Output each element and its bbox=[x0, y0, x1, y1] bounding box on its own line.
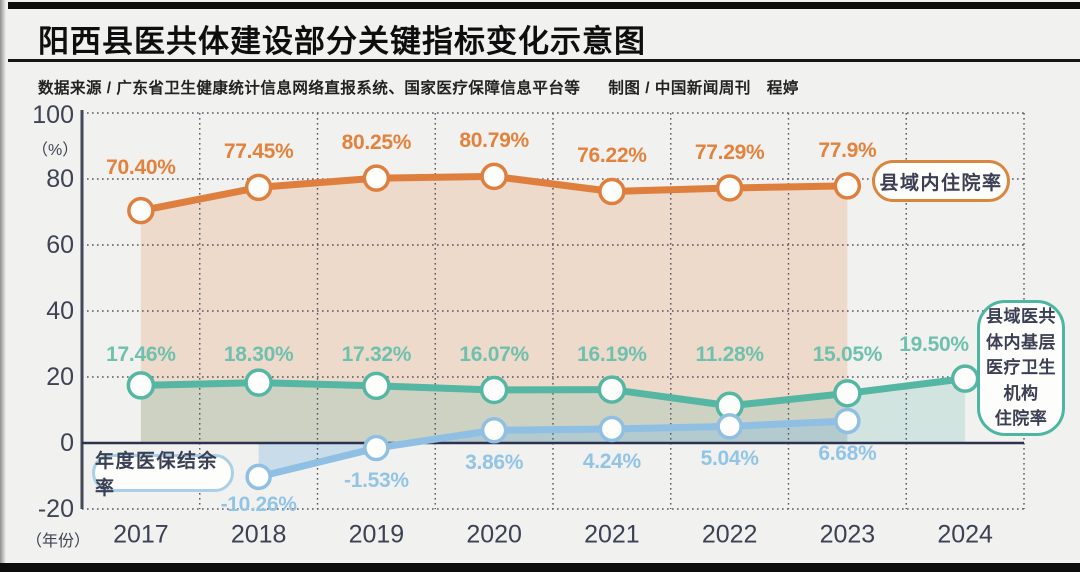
value-label: 4.24% bbox=[582, 450, 641, 473]
value-label: 17.46% bbox=[106, 343, 176, 366]
value-label: 19.50% bbox=[899, 333, 969, 356]
y-tick-label: 80 bbox=[46, 165, 74, 193]
value-label: 80.25% bbox=[341, 131, 412, 155]
legend-label: 县域内住院率 bbox=[879, 172, 1003, 194]
data-point-marker bbox=[480, 417, 508, 444]
y-tick-label: 20 bbox=[46, 363, 74, 391]
x-tick-label: 2021 bbox=[584, 520, 640, 549]
value-label: 77.45% bbox=[223, 140, 294, 164]
credit-text: 制图 / 中国新闻周刊 程婷 bbox=[608, 80, 799, 97]
x-tick-label: 2018 bbox=[230, 520, 287, 549]
value-label: 15.05% bbox=[812, 343, 883, 366]
x-tick-label: 2022 bbox=[701, 520, 758, 549]
data-point-marker bbox=[950, 364, 980, 393]
x-tick-label: 2020 bbox=[466, 520, 522, 549]
legend-county-hospitalization-rate: 县域内住院率 bbox=[872, 160, 1010, 202]
data-point-marker bbox=[598, 415, 626, 443]
data-point-marker bbox=[480, 162, 508, 191]
data-point-marker bbox=[362, 371, 391, 401]
legend-grassroots-hospitalization-rate: 县域医共体内基层医疗卫生机构住院率 bbox=[977, 300, 1065, 436]
value-label: 77.9% bbox=[818, 138, 877, 162]
data-point-marker bbox=[834, 407, 861, 435]
value-label: 18.30% bbox=[223, 343, 294, 366]
value-label: -10.26% bbox=[220, 492, 297, 516]
value-label: 80.79% bbox=[459, 129, 529, 153]
value-label: 77.29% bbox=[694, 140, 765, 164]
value-label: 3.86% bbox=[465, 451, 524, 475]
data-point-marker bbox=[362, 164, 391, 192]
x-tick-label: 2023 bbox=[819, 520, 876, 549]
value-label: -1.53% bbox=[344, 469, 409, 493]
legend-label-line: 医疗卫生 bbox=[986, 358, 1056, 378]
x-tick-label: 2017 bbox=[113, 520, 169, 549]
data-point-marker bbox=[597, 375, 627, 404]
y-tick-label: 60 bbox=[46, 231, 74, 259]
y-axis-unit-label: （%） bbox=[32, 142, 79, 159]
top-black-bar bbox=[8, 2, 1080, 9]
series-line-1 bbox=[137, 375, 969, 410]
legend-insurance-balance-rate: 年度医保结余率 bbox=[92, 451, 234, 499]
y-tick-label: 40 bbox=[46, 297, 74, 325]
value-label: 16.07% bbox=[459, 343, 529, 366]
data-point-marker bbox=[245, 463, 272, 491]
legend-label-line: 县域医共 bbox=[986, 307, 1056, 327]
x-axis-label: （年份） bbox=[26, 533, 91, 550]
y-tick-label: 100 bbox=[32, 101, 74, 129]
data-point-marker bbox=[715, 174, 744, 202]
page-title: 阳西县医共体建设部分关键指标变化示意图 bbox=[38, 24, 646, 59]
data-point-marker bbox=[479, 375, 509, 405]
value-label: 17.32% bbox=[341, 343, 412, 366]
data-point-marker bbox=[127, 196, 155, 225]
data-point-marker bbox=[244, 173, 273, 202]
series-area-2 bbox=[258, 420, 848, 477]
value-label: 16.19% bbox=[577, 343, 647, 366]
y-tick-label: -20 bbox=[37, 495, 74, 523]
data-point-marker bbox=[833, 379, 862, 408]
x-tick-label: 2019 bbox=[348, 520, 405, 549]
value-label: 6.68% bbox=[818, 441, 877, 465]
y-tick-label: 0 bbox=[60, 429, 74, 457]
source-line: 数据来源 / 广东省卫生健康统计信息网络直报系统、国家医疗保障信息平台等 制图 /… bbox=[38, 76, 799, 98]
data-point-marker bbox=[716, 413, 743, 440]
data-point-marker bbox=[244, 368, 273, 397]
legend-label-line: 体内基层 bbox=[986, 332, 1056, 352]
left-edge-shadow bbox=[0, 0, 6, 572]
data-source-text: 数据来源 / 广东省卫生健康统计信息网络直报系统、国家医疗保障信息平台等 bbox=[38, 80, 581, 97]
value-label: 5.04% bbox=[700, 447, 759, 471]
value-label: 11.28% bbox=[695, 343, 764, 366]
value-label: 70.40% bbox=[106, 155, 176, 179]
series-line-2 bbox=[255, 417, 851, 481]
data-point-marker bbox=[598, 177, 626, 206]
value-label: 76.22% bbox=[577, 144, 647, 168]
title-divider bbox=[8, 59, 1080, 62]
data-point-marker bbox=[363, 434, 390, 462]
x-tick-label: 2024 bbox=[937, 520, 993, 549]
legend-label-line: 住院率 bbox=[994, 409, 1048, 429]
legend-label-line: 机构 bbox=[1003, 383, 1039, 403]
data-point-marker bbox=[833, 172, 862, 200]
legend-label: 年度医保结余率 bbox=[95, 451, 219, 499]
data-point-marker bbox=[126, 371, 156, 400]
bottom-black-bar bbox=[0, 563, 1080, 572]
